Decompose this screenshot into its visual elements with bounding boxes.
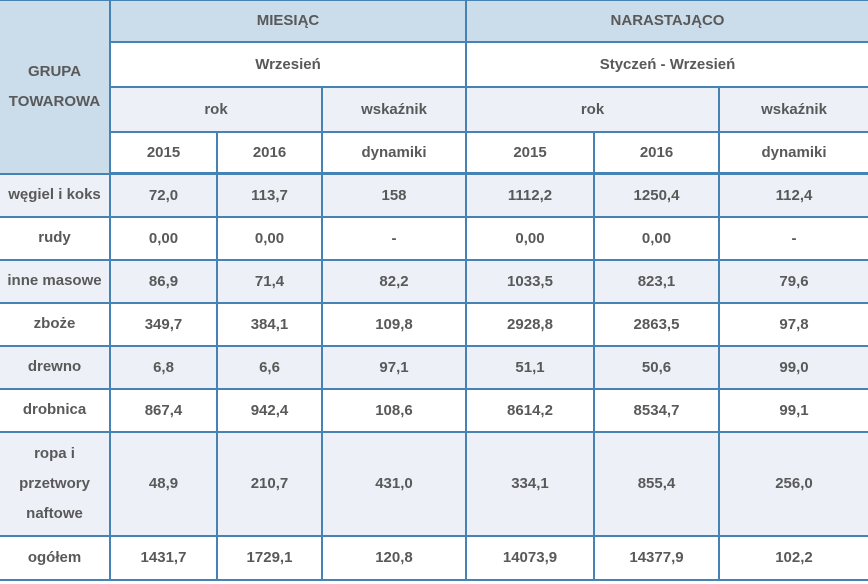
year-header-2015-month: 2015 [110, 130, 218, 175]
group-header-rok-month: rok [110, 85, 323, 133]
data-cell: 51,1 [465, 344, 595, 390]
data-cell: 48,9 [109, 430, 218, 537]
data-cell: 72,0 [109, 172, 218, 218]
data-cell: 99,1 [718, 387, 868, 433]
data-cell: 1033,5 [465, 258, 595, 304]
data-cell: 97,1 [321, 344, 467, 390]
data-cell: - [718, 215, 868, 261]
data-cell: 79,6 [718, 258, 868, 304]
table-row-drewno: drewno 6,8 6,6 97,1 51,1 50,6 99,0 [0, 344, 868, 390]
data-cell: 99,0 [718, 344, 868, 390]
data-cell: 14073,9 [465, 534, 595, 581]
row-label: ogółem [0, 534, 111, 581]
data-cell: 6,8 [109, 344, 218, 390]
data-cell: 1729,1 [216, 534, 323, 581]
row-label: inne masowe [0, 258, 111, 304]
data-cell: 112,4 [718, 172, 868, 218]
corner-header-grupa-towarowa: GRUPA TOWAROWA [0, 0, 111, 175]
data-cell: 210,7 [216, 430, 323, 537]
header-row-years: 2015 2016 dynamiki 2015 2016 dynamiki [0, 130, 868, 175]
data-cell: 0,00 [465, 215, 595, 261]
data-cell: 86,9 [109, 258, 218, 304]
data-cell: 2928,8 [465, 301, 595, 347]
row-label: ropa i przetwory naftowe [0, 430, 111, 537]
row-label: węgiel i koks [0, 172, 111, 218]
row-label: zboże [0, 301, 111, 347]
data-cell: 1112,2 [465, 172, 595, 218]
row-label: rudy [0, 215, 111, 261]
data-cell: 158 [321, 172, 467, 218]
data-cell: 431,0 [321, 430, 467, 537]
data-cell: 108,6 [321, 387, 467, 433]
table-row-ropa-i-przetwory-naftowe: ropa i przetwory naftowe 48,9 210,7 431,… [0, 430, 868, 537]
data-cell: 384,1 [216, 301, 323, 347]
data-cell: 2863,5 [593, 301, 720, 347]
table-row-drobnica: drobnica 867,4 942,4 108,6 8614,2 8534,7… [0, 387, 868, 433]
data-cell: 349,7 [109, 301, 218, 347]
data-cell: 82,2 [321, 258, 467, 304]
data-cell: 8534,7 [593, 387, 720, 433]
data-cell: 109,8 [321, 301, 467, 347]
group-header-rok-cumulative: rok [465, 85, 720, 133]
group-header-wskaznik-month: wskaźnik [321, 85, 467, 133]
data-cell: 823,1 [593, 258, 720, 304]
year-header-2016-month: 2016 [216, 130, 323, 175]
data-cell: 334,1 [465, 430, 595, 537]
table-row-zboze: zboże 349,7 384,1 109,8 2928,8 2863,5 97… [0, 301, 868, 347]
group-header-wskaznik-cumulative: wskaźnik [718, 85, 868, 133]
data-cell: 855,4 [593, 430, 720, 537]
data-cell: 1250,4 [593, 172, 720, 218]
header-row-periods: Wrzesień Styczeń - Wrzesień [0, 40, 868, 88]
data-cell: 6,6 [216, 344, 323, 390]
data-cell: 8614,2 [465, 387, 595, 433]
table-row-inne-masowe: inne masowe 86,9 71,4 82,2 1033,5 823,1 … [0, 258, 868, 304]
data-cell: 0,00 [216, 215, 323, 261]
header-row-groups: rok wskaźnik rok wskaźnik [0, 85, 868, 133]
table-row-wegiel-i-koks: węgiel i koks 72,0 113,7 158 1112,2 1250… [0, 172, 868, 218]
data-cell: 97,8 [718, 301, 868, 347]
data-cell: 120,8 [321, 534, 467, 581]
header-row-sections: GRUPA TOWAROWA MIESIĄC NARASTAJĄCO [0, 0, 868, 175]
data-cell: 71,4 [216, 258, 323, 304]
table-row-rudy: rudy 0,00 0,00 - 0,00 0,00 - [0, 215, 868, 261]
indicator-header-dynamiki-cumulative: dynamiki [718, 130, 868, 175]
data-cell: 942,4 [216, 387, 323, 433]
year-header-2016-cumulative: 2016 [593, 130, 720, 175]
data-cell: 867,4 [109, 387, 218, 433]
data-cell: 0,00 [109, 215, 218, 261]
data-cell: 256,0 [718, 430, 868, 537]
data-cell: 14377,9 [593, 534, 720, 581]
data-cell: 102,2 [718, 534, 868, 581]
data-cell: - [321, 215, 467, 261]
data-cell: 113,7 [216, 172, 323, 218]
table-row-ogolem: ogółem 1431,7 1729,1 120,8 14073,9 14377… [0, 534, 868, 581]
period-header-wrzesien: Wrzesień [110, 40, 467, 88]
data-cell: 1431,7 [109, 534, 218, 581]
period-header-styczen-wrzesien: Styczeń - Wrzesień [465, 40, 868, 88]
section-header-narastajaco: NARASTAJĄCO [465, 0, 868, 43]
year-header-2015-cumulative: 2015 [465, 130, 595, 175]
data-cell: 50,6 [593, 344, 720, 390]
section-header-miesiac: MIESIĄC [109, 0, 467, 43]
row-label: drobnica [0, 387, 111, 433]
data-cell: 0,00 [593, 215, 720, 261]
indicator-header-dynamiki-month: dynamiki [321, 130, 467, 175]
row-label: drewno [0, 344, 111, 390]
